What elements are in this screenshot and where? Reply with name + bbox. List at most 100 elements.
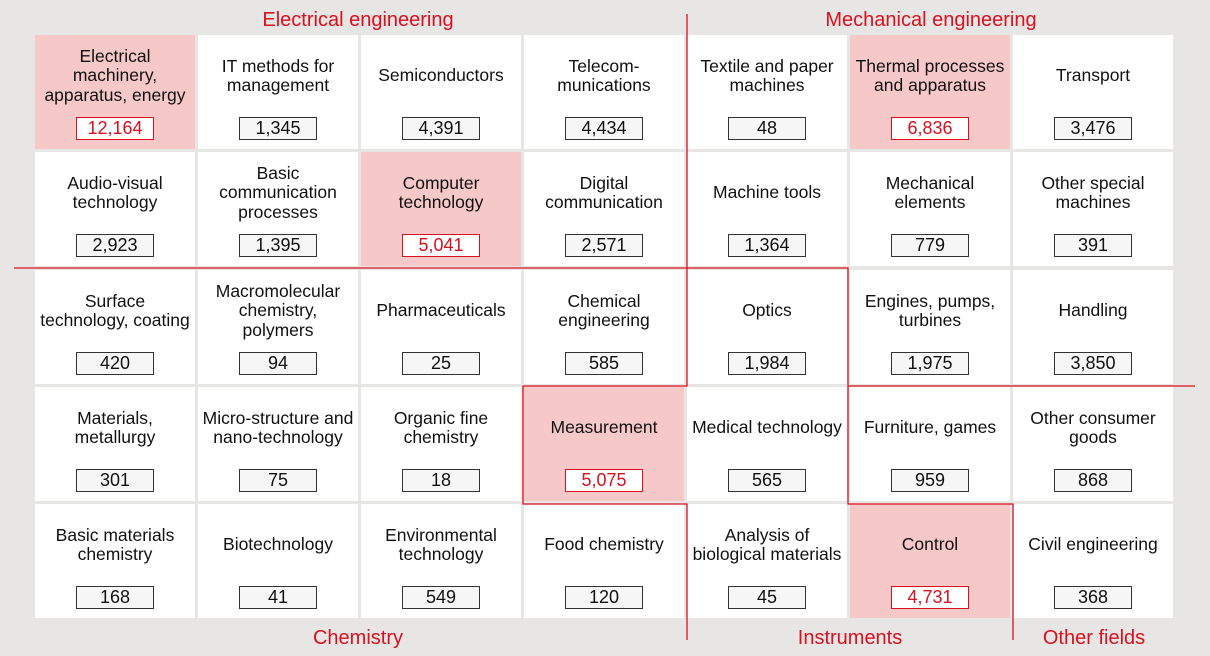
group-label-other: Other fields bbox=[1042, 627, 1146, 649]
field-cell: Other special machines 391 bbox=[1013, 152, 1173, 266]
field-cell: Computer technology 5,041 bbox=[361, 152, 521, 266]
field-label: Basic materials chemistry bbox=[55, 524, 175, 564]
field-value: 779 bbox=[891, 234, 969, 257]
field-value: 585 bbox=[565, 352, 643, 375]
field-value: 4,391 bbox=[402, 117, 480, 140]
field-cell: Food chemistry 120 bbox=[524, 504, 684, 618]
field-value: 1,345 bbox=[239, 117, 317, 140]
field-value: 565 bbox=[728, 469, 806, 492]
field-value: 301 bbox=[76, 469, 154, 492]
field-label: Macromolecular chemistry, polymers bbox=[215, 280, 341, 340]
field-cell: IT methods for management 1,345 bbox=[198, 35, 358, 149]
field-label: Digital communication bbox=[545, 172, 663, 212]
field-value: 1,395 bbox=[239, 234, 317, 257]
field-value: 94 bbox=[239, 352, 317, 375]
field-value: 5,075 bbox=[565, 469, 643, 492]
field-value: 2,923 bbox=[76, 234, 154, 257]
field-label: Measurement bbox=[550, 417, 658, 438]
field-label: Thermal processes and apparatus bbox=[855, 55, 1005, 95]
field-label: Handling bbox=[1058, 300, 1128, 321]
field-value: 1,984 bbox=[728, 352, 806, 375]
field-cell: Surface technology, coating 420 bbox=[35, 270, 195, 384]
field-value: 45 bbox=[728, 586, 806, 609]
field-cell: Engines, pumps, turbines 1,975 bbox=[850, 270, 1010, 384]
field-label: Chemical engineering bbox=[558, 290, 650, 330]
field-value: 1,364 bbox=[728, 234, 806, 257]
field-cell: Biotechnology 41 bbox=[198, 504, 358, 618]
field-cell: Optics 1,984 bbox=[687, 270, 847, 384]
field-value: 5,041 bbox=[402, 234, 480, 257]
field-label: IT methods for management bbox=[221, 55, 335, 95]
field-value: 420 bbox=[76, 352, 154, 375]
field-cell: Audio-visual technology 2,923 bbox=[35, 152, 195, 266]
field-value: 12,164 bbox=[76, 117, 154, 140]
field-cell: Basic communication processes 1,395 bbox=[198, 152, 358, 266]
field-label: Civil engineering bbox=[1028, 534, 1158, 555]
field-value: 4,731 bbox=[891, 586, 969, 609]
field-label: Micro-structure and nano-technology bbox=[202, 407, 354, 447]
field-cell: Pharmaceuticals 25 bbox=[361, 270, 521, 384]
field-value: 3,850 bbox=[1054, 352, 1132, 375]
field-cell: Furniture, games 959 bbox=[850, 387, 1010, 501]
field-cell: Organic fine chemistry 18 bbox=[361, 387, 521, 501]
field-label: Pharmaceuticals bbox=[376, 300, 506, 321]
field-value: 120 bbox=[565, 586, 643, 609]
field-cell: Other consumer goods 868 bbox=[1013, 387, 1173, 501]
field-value: 25 bbox=[402, 352, 480, 375]
group-label-mechanical: Mechanical engineering bbox=[825, 9, 1037, 31]
field-cell: Analysis of biological materials 45 bbox=[687, 504, 847, 618]
field-label: Electrical machinery, apparatus, energy bbox=[44, 45, 186, 105]
field-cell: Basic materials chemistry 168 bbox=[35, 504, 195, 618]
field-value: 1,975 bbox=[891, 352, 969, 375]
field-cell: Telecom-munications 4,434 bbox=[524, 35, 684, 149]
field-value: 868 bbox=[1054, 469, 1132, 492]
field-cell: Civil engineering 368 bbox=[1013, 504, 1173, 618]
field-value: 3,476 bbox=[1054, 117, 1132, 140]
field-cell: Medical technology 565 bbox=[687, 387, 847, 501]
field-cell: Digital communication 2,571 bbox=[524, 152, 684, 266]
field-label: Machine tools bbox=[713, 182, 821, 203]
field-label: Materials, metallurgy bbox=[74, 407, 156, 447]
field-label: Audio-visual technology bbox=[67, 172, 163, 212]
field-label: Semiconductors bbox=[378, 65, 504, 86]
field-label: Textile and paper machines bbox=[700, 55, 834, 95]
field-cell: Machine tools 1,364 bbox=[687, 152, 847, 266]
group-label-chemistry: Chemistry bbox=[312, 627, 404, 649]
field-label: Computer technology bbox=[398, 172, 484, 212]
field-cell: Chemical engineering 585 bbox=[524, 270, 684, 384]
field-label: Other special machines bbox=[1041, 172, 1145, 212]
field-label: Furniture, games bbox=[863, 417, 997, 438]
field-label: Analysis of biological materials bbox=[692, 524, 842, 564]
group-label-instruments: Instruments bbox=[797, 627, 903, 649]
field-label: Mechanical elements bbox=[885, 172, 975, 212]
field-label: Transport bbox=[1055, 65, 1131, 86]
field-value: 4,434 bbox=[565, 117, 643, 140]
field-label: Optics bbox=[742, 300, 792, 321]
field-value: 2,571 bbox=[565, 234, 643, 257]
field-value: 48 bbox=[728, 117, 806, 140]
field-value: 368 bbox=[1054, 586, 1132, 609]
field-cell: Control 4,731 bbox=[850, 504, 1010, 618]
group-label-electrical: Electrical engineering bbox=[262, 9, 454, 31]
field-cell: Handling 3,850 bbox=[1013, 270, 1173, 384]
field-cell: Environmental technology 549 bbox=[361, 504, 521, 618]
field-cell: Thermal processes and apparatus 6,836 bbox=[850, 35, 1010, 149]
field-cell: Transport 3,476 bbox=[1013, 35, 1173, 149]
field-value: 959 bbox=[891, 469, 969, 492]
field-value: 168 bbox=[76, 586, 154, 609]
field-cell: Micro-structure and nano-technology 75 bbox=[198, 387, 358, 501]
field-label: Biotechnology bbox=[223, 534, 333, 555]
field-value: 18 bbox=[402, 469, 480, 492]
field-value: 549 bbox=[402, 586, 480, 609]
field-label: Control bbox=[901, 534, 959, 555]
field-label: Other consumer goods bbox=[1030, 407, 1156, 447]
field-label: Environmental technology bbox=[385, 524, 497, 564]
field-cell: Materials, metallurgy 301 bbox=[35, 387, 195, 501]
field-value: 41 bbox=[239, 586, 317, 609]
field-value: 6,836 bbox=[891, 117, 969, 140]
field-cell: Textile and paper machines 48 bbox=[687, 35, 847, 149]
field-label: Basic communication processes bbox=[219, 162, 337, 222]
field-label: Engines, pumps, turbines bbox=[864, 290, 996, 330]
field-cell: Measurement 5,075 bbox=[524, 387, 684, 501]
